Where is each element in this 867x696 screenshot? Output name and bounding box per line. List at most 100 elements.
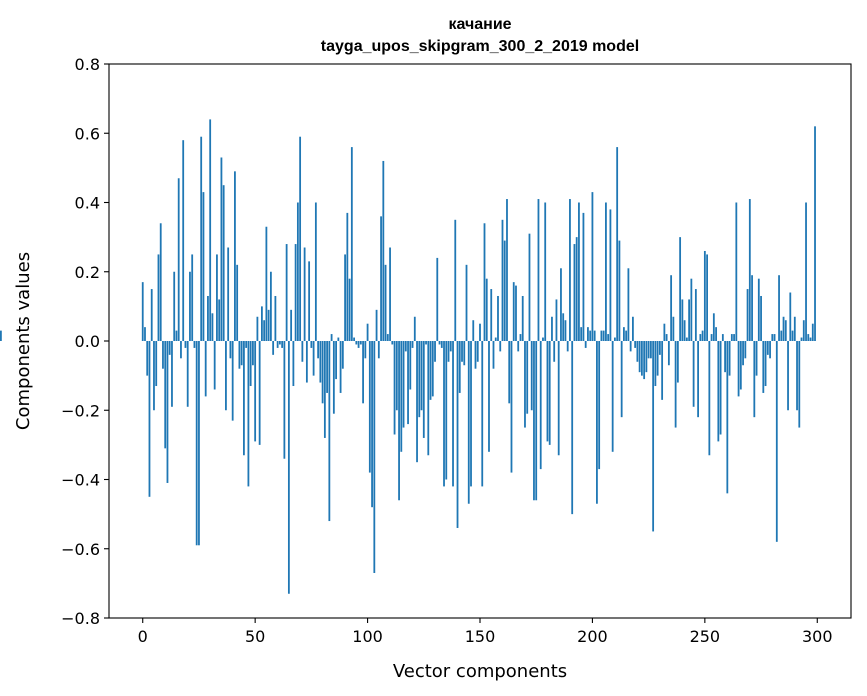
bar-series — [0, 119, 816, 594]
bar — [461, 341, 463, 362]
bar — [225, 341, 227, 411]
bar — [267, 309, 270, 341]
bar — [240, 341, 243, 366]
bar — [798, 341, 801, 428]
bar — [710, 334, 713, 341]
bar — [764, 341, 767, 387]
bar — [546, 341, 549, 442]
bar — [708, 341, 711, 456]
x-tick-label: 250 — [690, 627, 721, 646]
bar — [753, 341, 756, 418]
bar — [773, 334, 776, 341]
bar — [402, 341, 405, 428]
bar — [616, 147, 619, 341]
bar — [688, 299, 691, 341]
bar — [353, 337, 355, 341]
bar — [339, 341, 342, 393]
bar — [771, 334, 774, 341]
bar — [679, 237, 682, 342]
bar — [440, 341, 443, 348]
bar — [571, 341, 574, 515]
bar — [398, 341, 400, 501]
bar — [787, 341, 789, 411]
bar — [789, 292, 792, 341]
bar — [542, 337, 544, 341]
bar — [755, 341, 758, 376]
bar — [350, 147, 353, 341]
bar — [411, 341, 414, 348]
bar — [220, 157, 223, 341]
bar — [551, 316, 553, 341]
bar — [247, 341, 250, 487]
bar — [645, 341, 648, 373]
bar — [647, 341, 650, 359]
y-tick-label: −0.8 — [61, 609, 100, 628]
bar — [663, 323, 666, 341]
bar — [676, 341, 679, 383]
bar — [535, 341, 538, 501]
bar — [557, 341, 560, 456]
bar — [580, 327, 583, 341]
bar — [667, 341, 670, 366]
bar — [150, 289, 153, 341]
bar — [681, 299, 684, 341]
bar — [465, 264, 468, 341]
bar — [683, 320, 686, 341]
bar — [796, 341, 798, 411]
bar — [506, 199, 508, 341]
bar — [276, 341, 279, 348]
bar — [207, 295, 209, 341]
bar — [180, 341, 182, 359]
bar — [371, 341, 373, 508]
bar — [544, 202, 547, 341]
bar — [609, 209, 612, 341]
x-tick-label: 150 — [465, 627, 496, 646]
bar — [494, 337, 497, 341]
bar — [265, 226, 268, 341]
bar — [782, 316, 785, 341]
bar — [438, 341, 441, 345]
bar — [195, 341, 198, 546]
bar — [694, 289, 697, 341]
bar — [310, 341, 313, 348]
bar — [463, 341, 466, 366]
x-axis-ticks: 0 50 100 150 200 250 300 — [138, 618, 833, 646]
bar — [335, 341, 337, 380]
bar — [200, 136, 203, 341]
bar — [452, 341, 454, 487]
bar — [661, 341, 664, 400]
bar — [501, 219, 504, 341]
bar — [528, 233, 531, 341]
bar — [202, 192, 205, 341]
bar — [254, 341, 257, 442]
y-tick-label: −0.2 — [61, 401, 100, 420]
bar — [717, 341, 720, 442]
bar — [418, 341, 421, 418]
bar — [292, 341, 295, 387]
bar — [153, 341, 155, 411]
bar — [492, 341, 495, 369]
bar — [692, 341, 695, 407]
bar — [654, 341, 657, 387]
bar — [629, 341, 632, 352]
bar — [807, 334, 810, 341]
bar — [625, 330, 628, 341]
bar — [721, 334, 724, 341]
bar — [690, 278, 693, 341]
bar — [252, 341, 254, 366]
bar — [780, 330, 783, 341]
bar — [638, 341, 641, 373]
bar — [168, 341, 171, 355]
plot-area-frame — [108, 63, 852, 619]
bar — [380, 216, 382, 341]
bar — [375, 309, 378, 341]
bar — [362, 341, 364, 404]
bar — [323, 341, 326, 438]
bar — [805, 202, 807, 341]
bar — [281, 341, 284, 348]
bar — [627, 268, 630, 341]
bar — [634, 341, 637, 348]
bar — [578, 202, 580, 341]
bar — [596, 341, 598, 504]
bar — [555, 299, 558, 341]
